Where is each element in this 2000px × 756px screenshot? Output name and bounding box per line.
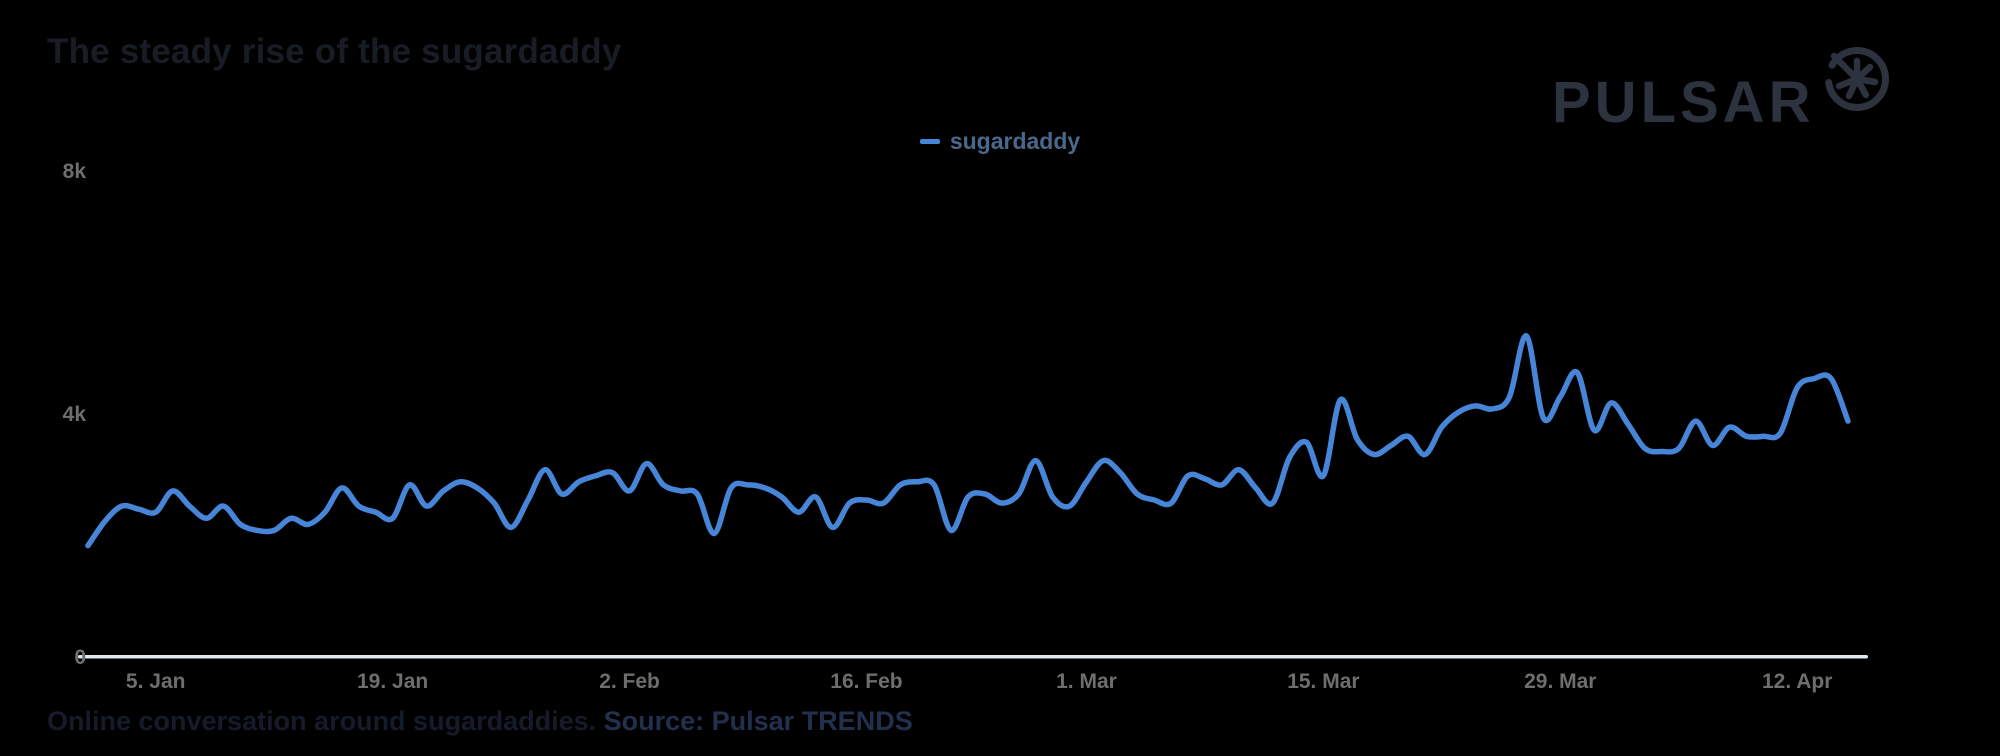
- x-axis-label: 19. Jan: [357, 670, 429, 693]
- legend-line-marker-icon: [919, 139, 940, 144]
- x-axis-label: 2. Feb: [599, 670, 660, 693]
- legend: sugardaddy: [0, 128, 2000, 155]
- y-axis-label: 4k: [62, 403, 86, 426]
- x-axis-label: 15. Mar: [1287, 670, 1360, 693]
- caption-source-link[interactable]: Source: Pulsar TRENDS: [603, 706, 913, 736]
- pulsar-starburst-icon: [1825, 47, 1890, 111]
- caption-text: Online conversation around sugardaddies.: [47, 706, 604, 736]
- pulsar-logo: PULSAR: [1552, 40, 1896, 132]
- x-axis-label: 29. Mar: [1524, 670, 1597, 693]
- x-axis-line: [78, 655, 1868, 659]
- x-axis: 5. Jan 19. Jan 2. Feb 16. Feb 1. Mar 15. Mar 2…: [0, 670, 2000, 700]
- x-axis-label: 12. Apr: [1762, 670, 1833, 693]
- x-axis-label: 16. Feb: [830, 670, 903, 693]
- chart-title: The steady rise of the sugardaddy: [47, 32, 622, 71]
- legend-item-sugardaddy[interactable]: sugardaddy: [919, 128, 1081, 155]
- y-axis-label: 0: [74, 646, 86, 669]
- chart-caption: Online conversation around sugardaddies.…: [47, 706, 913, 737]
- y-axis-label: 8k: [62, 160, 86, 183]
- x-axis-label: 1. Mar: [1056, 670, 1117, 693]
- legend-item-label: sugardaddy: [949, 128, 1081, 154]
- x-axis-label: 5. Jan: [125, 670, 186, 693]
- pulsar-logo-text: PULSAR: [1552, 70, 1815, 135]
- series-line-sugardaddy: [85, 333, 1851, 549]
- starburst-spokes: [1831, 52, 1879, 100]
